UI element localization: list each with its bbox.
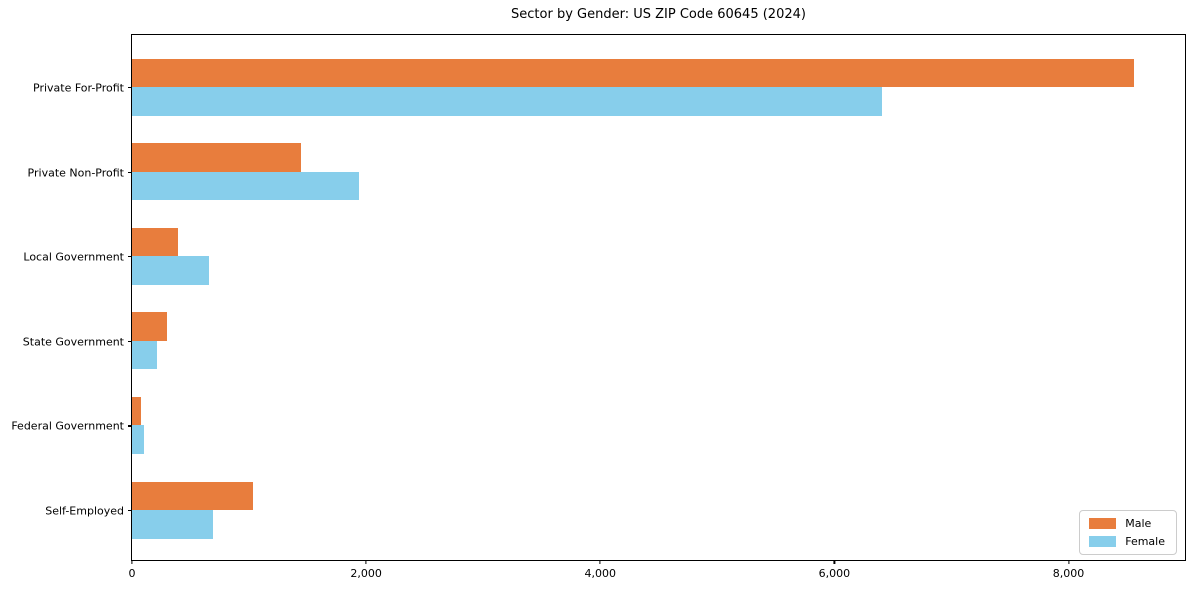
x-axis-label: 2,000 bbox=[350, 567, 382, 580]
bar-female bbox=[132, 256, 209, 285]
legend: Male Female bbox=[1079, 510, 1177, 555]
bar-male bbox=[132, 312, 168, 341]
y-axis-label: Federal Government bbox=[11, 419, 124, 433]
y-axis-tick bbox=[128, 340, 132, 342]
bar-female bbox=[132, 87, 883, 116]
y-axis-label: Private Non-Profit bbox=[27, 166, 124, 180]
bar-female bbox=[132, 340, 158, 370]
y-axis-tick bbox=[128, 171, 132, 173]
bar-male bbox=[132, 143, 302, 172]
y-axis-tick bbox=[128, 87, 132, 89]
x-axis-label: 8,000 bbox=[1052, 567, 1085, 580]
bar-female bbox=[132, 510, 213, 539]
chart-title: Sector by Gender: US ZIP Code 60645 (202… bbox=[511, 7, 806, 22]
y-axis-label: Local Government bbox=[23, 250, 124, 264]
bar-male bbox=[132, 481, 253, 510]
bar-male bbox=[132, 227, 178, 257]
y-axis-tick bbox=[128, 425, 132, 427]
legend-label-female: Female bbox=[1125, 535, 1165, 548]
bar-male bbox=[132, 58, 1135, 87]
bar-male bbox=[132, 396, 142, 426]
bar-female bbox=[132, 425, 145, 454]
y-axis-label: Private For-Profit bbox=[33, 81, 124, 95]
y-axis-label: State Government bbox=[22, 335, 124, 349]
legend-item-female: Female bbox=[1089, 536, 1165, 547]
legend-swatch-female bbox=[1089, 536, 1117, 547]
x-axis-tick bbox=[365, 560, 367, 564]
x-axis-tick bbox=[131, 560, 133, 564]
x-axis-tick bbox=[1067, 560, 1070, 564]
x-axis-tick bbox=[833, 560, 835, 564]
legend-swatch-male bbox=[1089, 518, 1117, 529]
y-axis-label: Self-Employed bbox=[45, 504, 124, 518]
x-axis-label: 0 bbox=[128, 567, 136, 580]
legend-item-male: Male bbox=[1089, 518, 1165, 529]
plot-area: Male Female Private For-Profit Private Non… bbox=[11, 34, 1186, 580]
y-axis-tick bbox=[128, 510, 132, 512]
x-axis-label: 6,000 bbox=[818, 567, 851, 580]
bar-female bbox=[132, 171, 360, 201]
legend-label-male: Male bbox=[1125, 517, 1152, 530]
y-axis-tick bbox=[128, 256, 132, 258]
x-axis-tick bbox=[599, 560, 601, 564]
x-axis-label: 4,000 bbox=[584, 567, 617, 580]
